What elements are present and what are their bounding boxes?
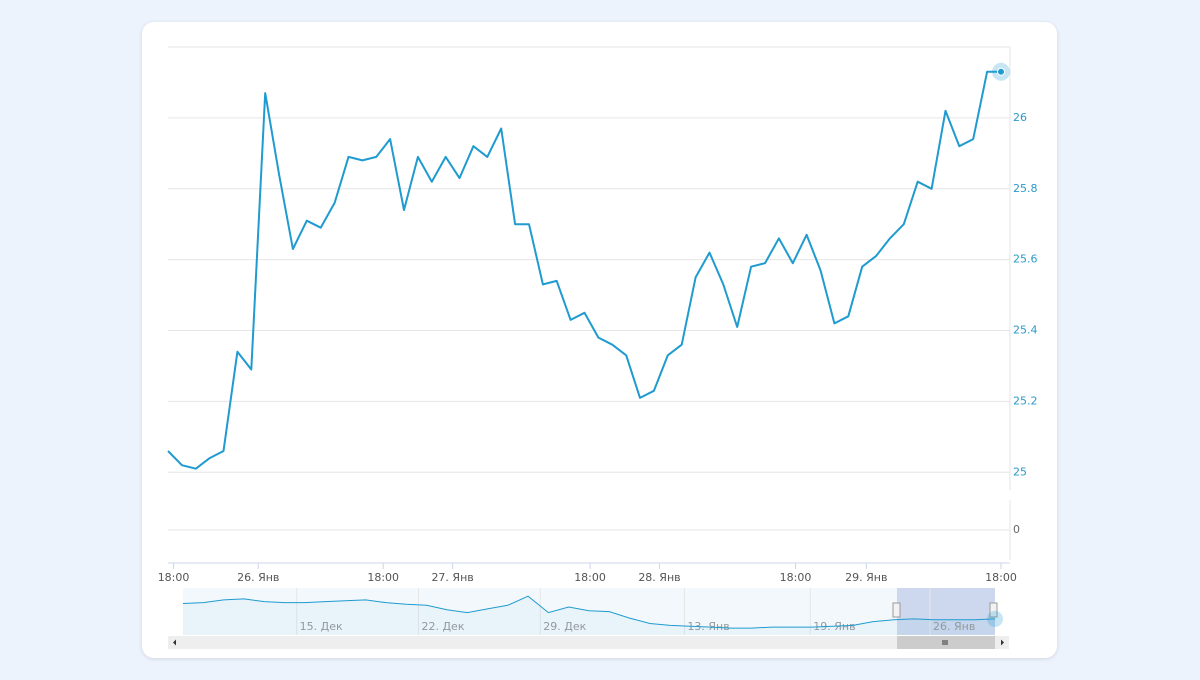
x-tick-label: 18:00 <box>367 571 399 584</box>
x-tick-label: 29. Янв <box>845 571 887 584</box>
y2-tick-label: 0 <box>1013 523 1020 536</box>
y-tick-label: 25.6 <box>1013 253 1038 266</box>
y-tick-label: 25.2 <box>1013 394 1038 407</box>
x-tick-label: 18:00 <box>158 571 190 584</box>
y-tick-label: 25.8 <box>1013 182 1038 195</box>
navigator-handle[interactable] <box>892 602 901 618</box>
y-tick-label: 26 <box>1013 111 1027 124</box>
chart-card <box>142 22 1057 658</box>
navigator-end-halo <box>987 610 1003 627</box>
navigator-tick-label: 22. Дек <box>421 620 464 633</box>
x-tick-label: 18:00 <box>780 571 812 584</box>
navigator-tick-label: 26. Янв <box>933 620 975 633</box>
navigator-area <box>183 596 995 635</box>
scroll-left-arrow[interactable] <box>173 639 176 646</box>
x-tick-label: 27. Янв <box>431 571 473 584</box>
x-tick-label: 26. Янв <box>237 571 279 584</box>
price-line <box>167 70 1001 470</box>
x-tick-label: 18:00 <box>574 571 606 584</box>
y-tick-label: 25 <box>1013 465 1027 478</box>
scrollbar-thumb[interactable] <box>897 636 995 649</box>
navigator-tick-label: 29. Дек <box>543 620 586 633</box>
x-tick-label: 18:00 <box>985 571 1017 584</box>
navigator-background <box>183 588 995 635</box>
navigator-line <box>182 595 996 629</box>
scroll-right-arrow[interactable] <box>1001 639 1004 646</box>
scroll-grip <box>942 640 948 645</box>
last-point <box>997 67 1005 76</box>
scrollbar-track[interactable] <box>168 636 1009 649</box>
navigator-selection[interactable] <box>897 588 995 635</box>
y-tick-label: 25.4 <box>1013 324 1038 337</box>
navigator-tick-label: 13. Янв <box>687 620 729 633</box>
navigator-handle[interactable] <box>989 602 998 618</box>
x-tick-label: 28. Янв <box>638 571 680 584</box>
navigator-tick-label: 15. Дек <box>300 620 343 633</box>
